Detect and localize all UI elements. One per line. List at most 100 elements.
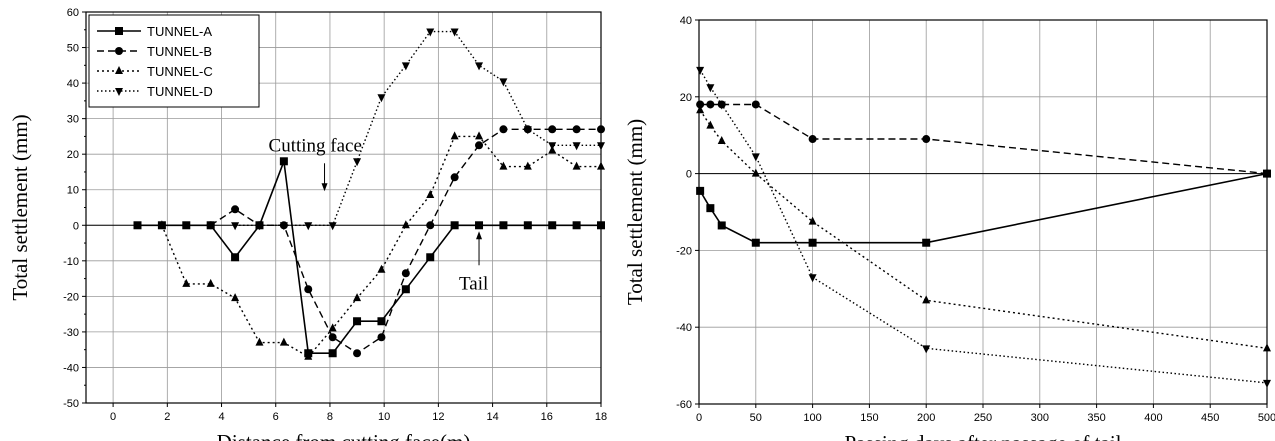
point-tunnel-c	[182, 278, 191, 287]
point-tunnel-b	[377, 333, 386, 342]
series-tunnel-d	[231, 28, 605, 231]
point-tunnel-c	[328, 323, 337, 332]
series-tunnel-d	[696, 66, 1271, 388]
series-line-tunnel-c	[699, 109, 1268, 349]
point-tunnel-b	[597, 125, 605, 134]
point-tunnel-c	[572, 161, 581, 170]
point-tunnel-a	[597, 221, 605, 230]
legend-label-tunnel-a: TUNNEL-A	[147, 24, 212, 39]
legend-marker-tunnel-c	[115, 66, 123, 74]
point-tunnel-c	[353, 293, 362, 302]
point-tunnel-c	[717, 135, 726, 144]
series-tunnel-a	[133, 157, 605, 358]
point-tunnel-d	[548, 142, 557, 151]
point-tunnel-a	[922, 238, 931, 247]
point-tunnel-c	[499, 161, 508, 170]
point-tunnel-c	[401, 220, 410, 229]
point-tunnel-c	[808, 216, 817, 225]
y-tick-label: -30	[63, 327, 79, 339]
point-tunnel-c	[377, 264, 386, 273]
x-tick-label: 450	[1201, 412, 1219, 424]
point-tunnel-d	[751, 153, 760, 162]
point-tunnel-c	[157, 220, 166, 229]
x-axis-title: Distance from cutting face(m)	[217, 430, 471, 441]
point-tunnel-a	[475, 221, 484, 230]
point-tunnel-b	[808, 135, 817, 144]
legend-marker-tunnel-b	[115, 47, 123, 55]
series-line-tunnel-a	[137, 161, 601, 355]
point-tunnel-a	[182, 221, 191, 230]
y-tick-label: 40	[67, 78, 79, 90]
y-tick-label: 40	[680, 15, 692, 27]
y-tick-label: 20	[680, 92, 692, 104]
point-tunnel-a	[717, 221, 726, 230]
x-tick-label: 500	[1258, 412, 1275, 424]
point-tunnel-c	[475, 131, 484, 140]
point-tunnel-c	[922, 295, 931, 304]
point-tunnel-c	[231, 293, 240, 302]
point-tunnel-d	[231, 222, 240, 231]
point-tunnel-d	[499, 78, 508, 87]
x-tick-label: 350	[1087, 412, 1105, 424]
series-tunnel-b	[206, 125, 605, 358]
y-tick-label: 30	[67, 114, 79, 126]
point-tunnel-b	[426, 221, 435, 230]
annotation-cutting-face: Cutting face	[269, 135, 362, 156]
series-tunnel-a	[696, 169, 1271, 247]
point-tunnel-a	[696, 186, 705, 195]
series-tunnel-c	[696, 105, 1271, 352]
point-tunnel-d	[696, 66, 705, 75]
point-tunnel-d	[1263, 379, 1271, 388]
point-tunnel-d	[328, 222, 337, 231]
point-tunnel-a	[548, 221, 557, 230]
point-tunnel-d	[808, 274, 817, 283]
y-tick-label: 10	[67, 185, 79, 197]
point-tunnel-b	[328, 333, 337, 342]
point-tunnel-b	[706, 100, 715, 109]
point-tunnel-a	[706, 204, 715, 213]
x-tick-label: 250	[974, 412, 992, 424]
point-tunnel-a	[572, 221, 581, 230]
point-tunnel-a	[377, 317, 386, 326]
x-tick-label: 10	[378, 411, 390, 423]
y-tick-label: -40	[676, 322, 692, 334]
point-tunnel-b	[696, 100, 705, 109]
point-tunnel-c	[304, 351, 313, 360]
legend-label-tunnel-c: TUNNEL-C	[147, 64, 213, 79]
legend-label-tunnel-b: TUNNEL-B	[147, 44, 212, 59]
legend-marker-tunnel-d	[115, 88, 123, 96]
x-axis-title: Passing days after passage of tail	[844, 431, 1121, 441]
point-tunnel-a	[401, 285, 410, 294]
y-tick-label: 0	[686, 169, 692, 181]
y-tick-label: 20	[67, 149, 79, 161]
x-tick-label: 0	[696, 412, 702, 424]
point-tunnel-d	[353, 158, 362, 167]
point-tunnel-d	[279, 222, 288, 231]
x-tick-label: 150	[860, 412, 878, 424]
point-tunnel-c	[696, 105, 705, 114]
point-tunnel-d	[450, 28, 459, 37]
point-tunnel-d	[922, 345, 931, 354]
y-tick-label: -10	[63, 256, 79, 268]
point-tunnel-b	[304, 285, 313, 294]
point-tunnel-a	[523, 221, 532, 230]
legend-marker-tunnel-a	[115, 27, 123, 35]
point-tunnel-a	[133, 221, 142, 230]
x-tick-label: 6	[273, 411, 279, 423]
point-tunnel-d	[401, 62, 410, 71]
point-tunnel-a	[808, 238, 817, 247]
x-tick-label: 12	[432, 411, 444, 423]
grid	[698, 19, 1268, 405]
point-tunnel-d	[304, 222, 313, 231]
x-tick-label: 0	[110, 411, 116, 423]
x-tick-label: 50	[750, 412, 762, 424]
x-tick-label: 4	[218, 411, 224, 423]
tick-labels: 0 50 100 150 200 250 300 350 400 450 500 -60 -40 -20 0…	[676, 15, 1275, 424]
y-tick-label: -40	[63, 362, 79, 374]
point-tunnel-c	[450, 131, 459, 140]
point-tunnel-d	[377, 94, 386, 103]
point-tunnel-c	[426, 190, 435, 199]
point-tunnel-b	[206, 221, 215, 230]
point-tunnel-b	[1263, 169, 1271, 178]
settlement-vs-distance-chart: 0 2 4 6 8 10 12 14 16 18 -50 -40 -30 -20 -10 0 10 20 30 40 5…	[8, 7, 607, 441]
